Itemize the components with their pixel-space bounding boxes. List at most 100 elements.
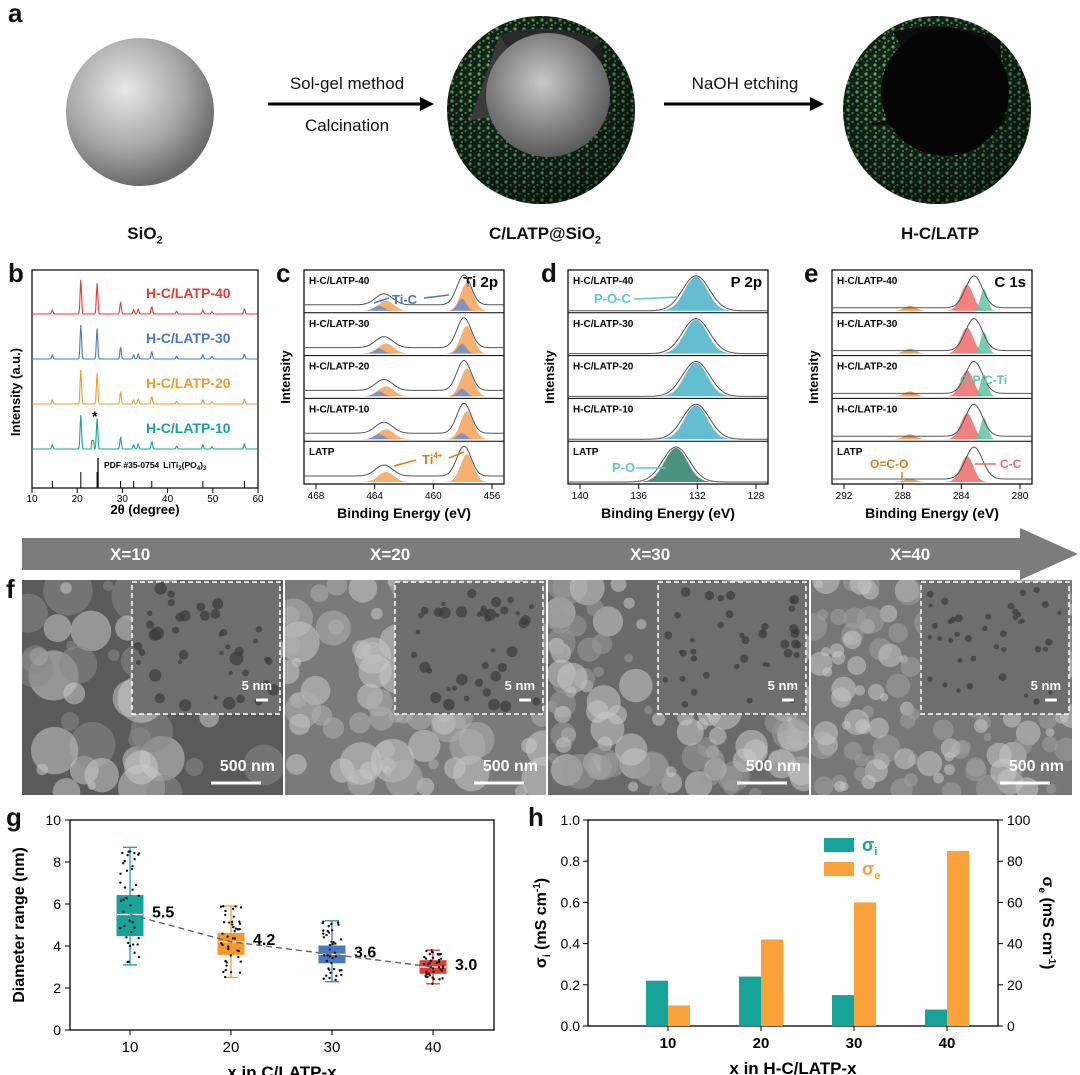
box-point bbox=[222, 970, 225, 974]
box-point bbox=[238, 920, 241, 923]
box-point bbox=[330, 922, 333, 926]
tem-nanoparticle bbox=[733, 663, 740, 670]
tem-nanoparticle bbox=[225, 644, 231, 650]
box-point bbox=[123, 859, 126, 863]
box-point bbox=[119, 881, 122, 884]
sem-particle bbox=[365, 688, 394, 717]
tem-nanoparticle bbox=[985, 613, 992, 620]
box-point bbox=[440, 969, 443, 972]
sem-particle bbox=[290, 694, 301, 705]
xps-peak bbox=[832, 417, 1032, 440]
tem-nanoparticle bbox=[443, 698, 455, 711]
sem-image-x10: 5 nm 500 nm bbox=[22, 580, 283, 795]
panel-label-g: g bbox=[6, 802, 22, 832]
box-point bbox=[322, 929, 325, 932]
sem-particle bbox=[584, 746, 619, 781]
sem-particle bbox=[458, 721, 495, 758]
arrow-label-x10: X=10 bbox=[110, 545, 151, 564]
boxplot-xlabel: x in C/LATP-x bbox=[227, 1063, 337, 1075]
tem-nanoparticle bbox=[138, 649, 146, 656]
tem-nanoparticle bbox=[680, 587, 691, 597]
sem-particle bbox=[339, 742, 383, 785]
xrd-ylabel: Intensity (a.u.) bbox=[8, 348, 23, 436]
tem-nanoparticle bbox=[481, 661, 489, 669]
tem-nanoparticle bbox=[726, 590, 736, 601]
box-point bbox=[234, 927, 238, 930]
box-point bbox=[229, 954, 232, 957]
tem-scale-label: 5 nm bbox=[505, 678, 535, 693]
tem-nanoparticle bbox=[520, 615, 531, 626]
bar-ylabel-right: σe (mS cm-1) bbox=[1036, 877, 1057, 970]
sem-particle bbox=[554, 705, 572, 724]
tem-nanoparticle bbox=[507, 596, 514, 604]
sem-particle bbox=[243, 744, 283, 786]
tem-nanoparticle bbox=[179, 699, 192, 712]
sem-particle bbox=[65, 640, 76, 651]
tem-nanoparticle bbox=[964, 635, 972, 643]
box-point bbox=[128, 944, 132, 948]
box-point bbox=[237, 955, 240, 959]
boxplot-ytick-label: 10 bbox=[45, 812, 61, 828]
sem-particle bbox=[60, 712, 80, 731]
tem-nanoparticle bbox=[167, 599, 175, 607]
sem-particle bbox=[586, 700, 609, 723]
tem-nanoparticle bbox=[484, 608, 497, 621]
box-point bbox=[340, 973, 343, 977]
legend-label: σi bbox=[862, 835, 877, 858]
xps-ann-ti4: Ti4+ bbox=[422, 451, 443, 467]
sem-particle bbox=[868, 717, 890, 739]
schematic-graphics bbox=[66, 16, 1031, 204]
tem-nanoparticle bbox=[927, 635, 933, 640]
tem-nanoparticle bbox=[681, 700, 689, 708]
sem-particle bbox=[854, 753, 868, 767]
tem-nanoparticle bbox=[500, 606, 509, 615]
xrd-series-10: H-C/LATP-10 bbox=[146, 420, 231, 436]
box-point bbox=[328, 976, 331, 980]
box-point bbox=[130, 867, 134, 871]
xps-ann-cp: C-P/C-Ti bbox=[960, 373, 1007, 387]
xps-envelope bbox=[304, 274, 504, 306]
xps-envelope bbox=[832, 318, 1032, 352]
sem-scale-label: 500 nm bbox=[1009, 758, 1064, 775]
sem-particle bbox=[831, 650, 846, 665]
bar-sigma-i bbox=[832, 995, 854, 1026]
tem-nanoparticle bbox=[236, 694, 245, 704]
box-point bbox=[131, 921, 134, 924]
tem-nanoparticle bbox=[474, 678, 484, 687]
sem-particle bbox=[322, 717, 345, 739]
sem-particle bbox=[894, 580, 922, 606]
tem-nanoparticle bbox=[746, 697, 753, 704]
xps-envelope bbox=[304, 402, 504, 434]
box-point bbox=[321, 932, 325, 935]
box-point bbox=[122, 910, 125, 913]
sem-particle bbox=[649, 784, 669, 795]
xps-frame bbox=[303, 269, 505, 485]
tem-nanoparticle bbox=[954, 614, 963, 623]
tem-nanoparticle bbox=[497, 662, 508, 673]
step1-label: Sol-gel method bbox=[289, 74, 405, 93]
sem-particle bbox=[822, 667, 833, 677]
tem-nanoparticle bbox=[154, 693, 165, 704]
box-point bbox=[328, 948, 332, 951]
tem-nanoparticle bbox=[532, 697, 541, 706]
tem-nanoparticle bbox=[210, 608, 221, 619]
xps-tick-label: 468 bbox=[308, 491, 325, 502]
box-point bbox=[224, 913, 227, 917]
box-point bbox=[224, 975, 227, 979]
sem-particle bbox=[22, 593, 48, 633]
tem-nanoparticle bbox=[690, 655, 697, 662]
legend-swatch bbox=[824, 862, 854, 876]
bar-ytick-right-label: 80 bbox=[1007, 853, 1023, 869]
sem-particle bbox=[586, 599, 604, 617]
box-point bbox=[325, 933, 328, 937]
sem-particle bbox=[624, 653, 634, 663]
boxplot-ytick-label: 0 bbox=[53, 1022, 61, 1038]
sem-particle bbox=[43, 580, 93, 616]
xps-ylabel: Intensity bbox=[806, 350, 821, 404]
xps-peak bbox=[304, 298, 504, 311]
tem-nanoparticle bbox=[790, 597, 797, 604]
sem-particle bbox=[839, 781, 849, 791]
box-point bbox=[437, 958, 441, 962]
tem-nanoparticle bbox=[515, 611, 520, 616]
xps-p2p-chart: Intensity P 2p H-C/LATP-40 H-C/LATP-30 H-C/L… bbox=[542, 269, 769, 521]
